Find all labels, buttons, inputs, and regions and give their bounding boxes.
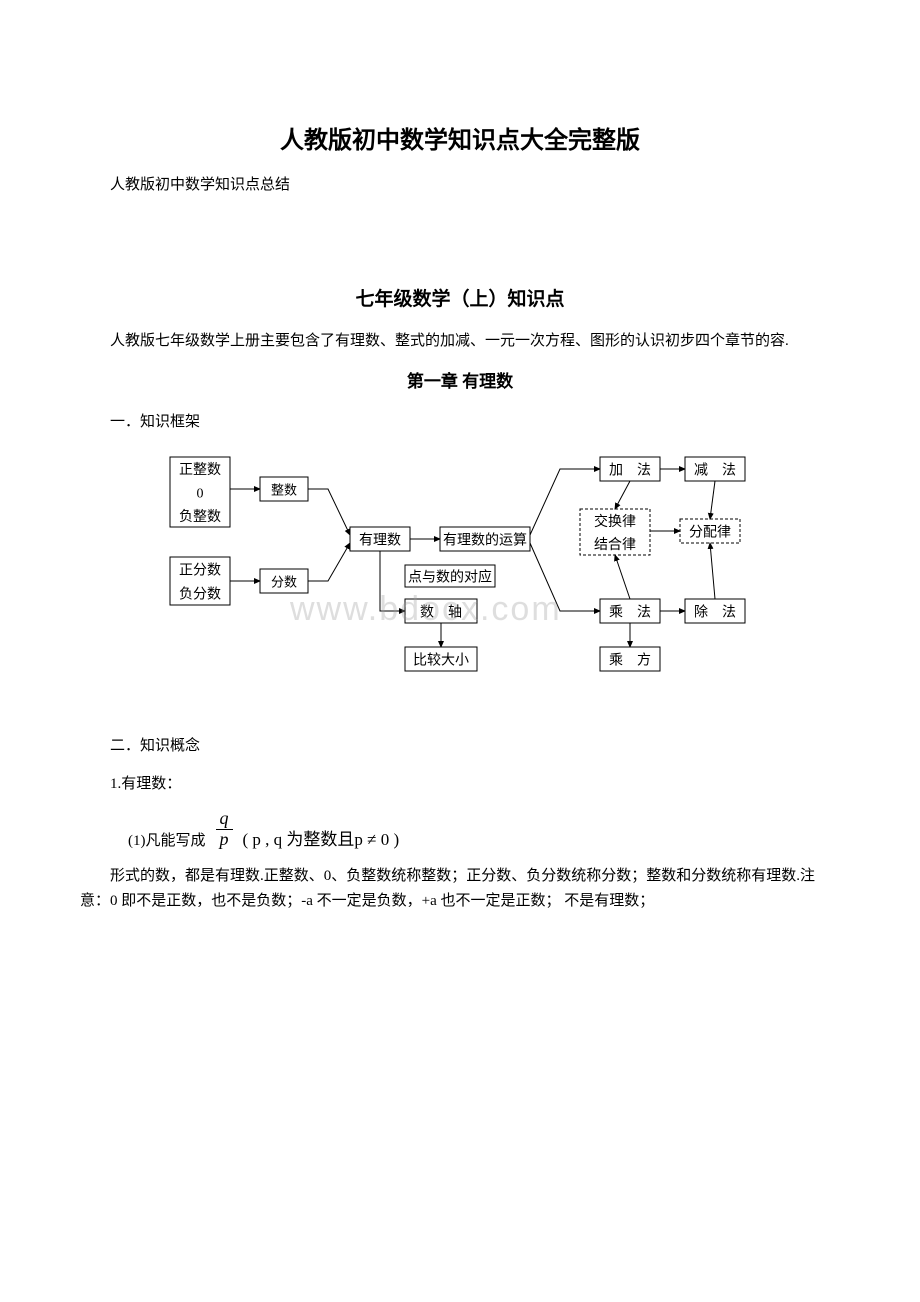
svg-text:有理数: 有理数 [359,533,401,549]
svg-text:减 法: 减 法 [694,463,736,479]
svg-text:比较大小: 比较大小 [413,653,469,669]
svg-text:结合律: 结合律 [594,537,636,553]
knowledge-diagram: 正整数 0 负整数 整数正分数负分数 分数 有理数 有理数的运算点与数的对应数 轴比较大小 加… [80,447,840,712]
svg-text:0: 0 [197,487,204,502]
chapter-title: 第一章 有理数 [80,367,840,392]
formula-row: (1)凡能写成 q p ( p , q 为整数且p ≠ 0 ) [128,809,840,850]
svg-text:分配律: 分配律 [689,525,731,541]
svg-text:数 轴: 数 轴 [420,605,462,621]
svg-text:有理数的运算: 有理数的运算 [443,533,527,549]
sec2-label: 二．知识概念 [80,734,840,760]
svg-text:分数: 分数 [271,574,297,589]
formula-condition: ( p , q 为整数且p ≠ 0 ) [243,825,400,850]
fraction-numerator: q [216,809,233,830]
concept1-label: 1.有理数： [80,772,840,798]
intro-paragraph: 人教版七年级数学上册主要包含了有理数、整式的加减、一元一次方程、图形的认识初步四… [80,329,840,355]
subtitle: 人教版初中数学知识点总结 [80,173,840,194]
fraction: q p [216,809,233,850]
flowchart-svg: 正整数 0 负整数 整数正分数负分数 分数 有理数 有理数的运算点与数的对应数 轴比较大小 加… [160,447,760,707]
svg-text:除 法: 除 法 [694,605,736,621]
svg-text:负整数: 负整数 [179,509,221,525]
svg-text:交换律: 交换律 [594,513,636,530]
title-main: 人教版初中数学知识点大全完整版 [80,120,840,155]
sec1-label: 一．知识框架 [80,410,840,436]
svg-text:整数: 整数 [271,482,297,497]
svg-text:加 法: 加 法 [609,463,651,479]
fraction-denominator: p [216,830,233,850]
svg-text:正整数: 正整数 [179,462,221,478]
svg-text:乘 法: 乘 法 [609,605,651,621]
concept1-body: 形式的数，都是有理数.正整数、0、负整数统称整数；正分数、负分数统称分数；整数和… [80,864,840,915]
svg-text:点与数的对应: 点与数的对应 [408,568,492,585]
svg-text:负分数: 负分数 [179,587,221,603]
svg-text:乘 方: 乘 方 [609,653,651,669]
formula-prefix: (1)凡能写成 [128,829,206,850]
section-heading: 七年级数学（上）知识点 [80,284,840,311]
svg-text:正分数: 正分数 [179,563,221,579]
